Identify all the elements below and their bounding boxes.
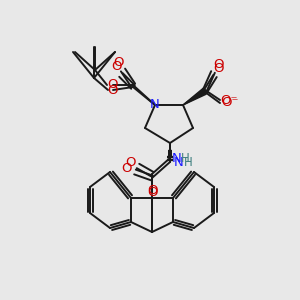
Text: O: O bbox=[125, 157, 135, 169]
Text: O: O bbox=[122, 161, 132, 175]
Text: O: O bbox=[108, 83, 118, 97]
Text: H: H bbox=[181, 152, 190, 164]
Text: H: H bbox=[184, 155, 193, 169]
Text: O: O bbox=[147, 187, 157, 200]
Text: O: O bbox=[213, 58, 223, 71]
Text: O⁻: O⁻ bbox=[220, 94, 238, 106]
Text: O: O bbox=[108, 79, 118, 92]
Text: O: O bbox=[114, 56, 124, 68]
Text: O⁻: O⁻ bbox=[221, 97, 239, 110]
Text: N: N bbox=[150, 98, 160, 112]
Text: N: N bbox=[174, 155, 184, 169]
Polygon shape bbox=[183, 88, 206, 105]
Text: O: O bbox=[214, 62, 224, 76]
Text: O: O bbox=[111, 61, 121, 74]
Text: N: N bbox=[172, 152, 182, 164]
Text: O: O bbox=[147, 184, 157, 196]
Polygon shape bbox=[183, 90, 206, 105]
